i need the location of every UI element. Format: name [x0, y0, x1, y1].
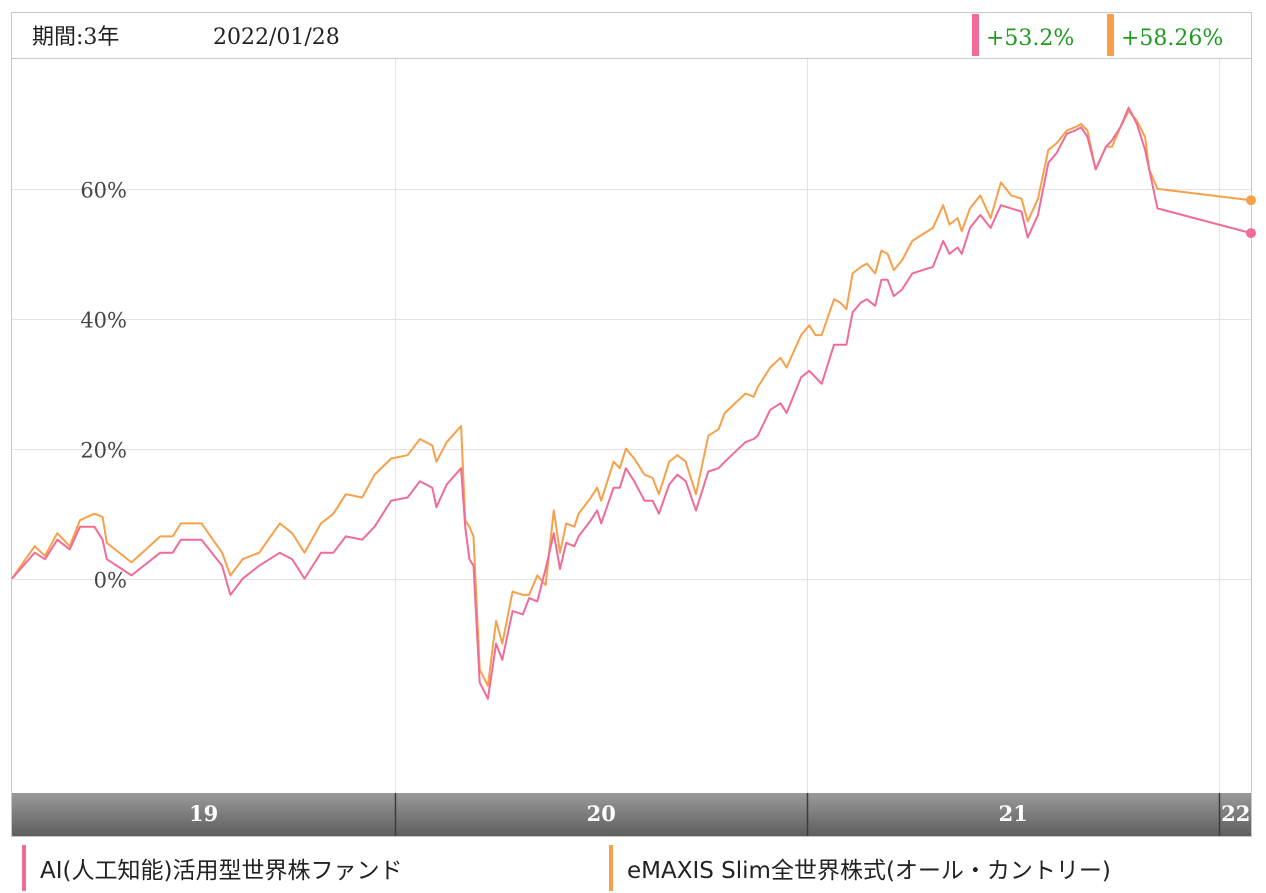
x-tick-label: 19 [189, 801, 218, 826]
year-band-background [12, 793, 1251, 836]
chart-border [11, 12, 1252, 837]
y-tick-label: 0% [94, 569, 127, 593]
year-band: 19 20 21 22 [12, 793, 1251, 836]
return-value: +53.2% [986, 26, 1074, 51]
return-value: +58.26% [1121, 26, 1223, 51]
y-tick-label: 60% [80, 179, 127, 203]
series-layer [11, 106, 1256, 700]
return-marker [972, 14, 979, 56]
y-tick-label: 40% [80, 309, 127, 333]
performance-chart: 期間:3年 2022/01/28 0% 20% 40% 60% 19 20 21 22 +5… [11, 12, 1256, 837]
series-line [11, 110, 1252, 687]
legend-label-emaxis: eMAXIS Slim全世界株式(オール・カントリー) [627, 858, 1111, 884]
grid-layer: 0% 20% 40% 60% [12, 59, 1251, 793]
x-tick-label: 22 [1221, 801, 1250, 826]
series-end-marker [1246, 195, 1256, 206]
legend-swatch-emaxis [609, 845, 613, 891]
return-marker [1107, 14, 1114, 56]
x-tick-label: 20 [587, 801, 616, 826]
series-end-marker [1246, 228, 1256, 239]
series-line [11, 106, 1252, 700]
legend-label-ai-fund: AI(人工知能)活用型世界株ファンド [40, 858, 403, 884]
period-label: 期間:3年 [32, 25, 119, 50]
y-tick-label: 20% [80, 439, 127, 463]
x-tick-label: 21 [999, 801, 1028, 826]
legend-swatch-ai-fund [22, 845, 26, 891]
returns-layer: +53.2% +58.26% [972, 14, 1223, 56]
legend-item-emaxis: eMAXIS Slim全世界株式(オール・カントリー) [609, 845, 1111, 891]
legend-item-ai-fund: AI(人工知能)活用型世界株ファンド [22, 845, 402, 891]
date-label: 2022/01/28 [213, 25, 340, 50]
